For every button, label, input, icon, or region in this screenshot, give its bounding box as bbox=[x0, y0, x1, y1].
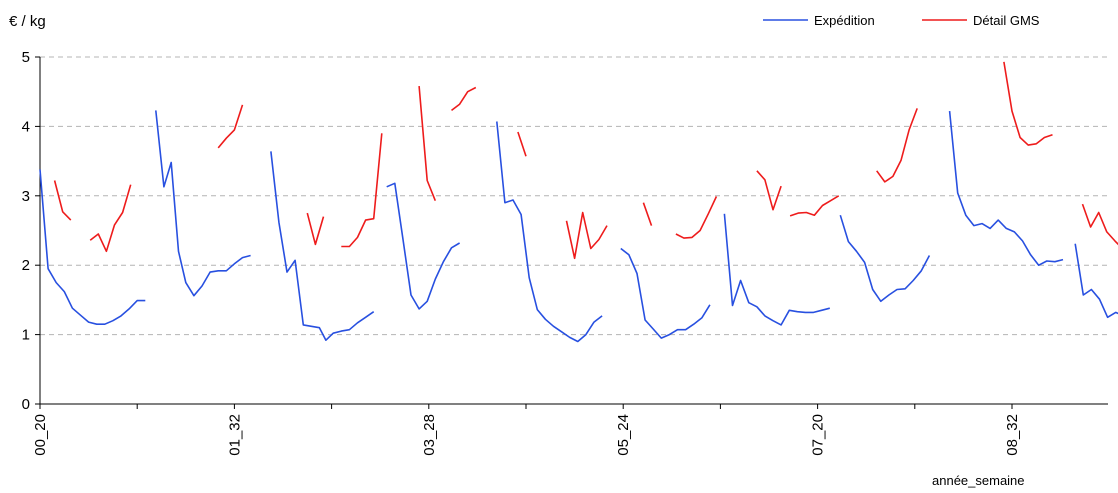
detail-gms-line-segment-11 bbox=[756, 170, 782, 211]
x-tick-label-08_32: 08_32 bbox=[1004, 414, 1021, 456]
detail-gms-line-segment-15 bbox=[1081, 203, 1118, 246]
detail-gms-line-segment-2 bbox=[217, 104, 244, 149]
y-tick-label-1: 1 bbox=[22, 327, 30, 344]
detail-gms-line-segment-4 bbox=[341, 133, 383, 248]
detail-gms-line-segment-1 bbox=[89, 184, 132, 253]
detail-gms-line-segment-14 bbox=[1003, 61, 1053, 146]
x-tick-label-07_20: 07_20 bbox=[810, 414, 827, 456]
expedition-line-segment-4 bbox=[496, 121, 603, 343]
expedition-line-segment-0 bbox=[39, 169, 146, 326]
expedition-line-segment-8 bbox=[948, 111, 1064, 267]
detail-gms-line-segment-6 bbox=[451, 86, 477, 112]
y-tick-label-0: 0 bbox=[22, 396, 30, 413]
detail-gms-line-segment-7 bbox=[517, 131, 527, 157]
expedition-line-segment-2 bbox=[270, 151, 375, 342]
y-tick-label-2: 2 bbox=[22, 257, 30, 274]
detail-gms-line-segment-8 bbox=[565, 211, 608, 260]
detail-gms-line-segment-10 bbox=[675, 196, 718, 239]
expedition-line-segment-5 bbox=[620, 247, 711, 339]
legend-label-expedition: Expédition bbox=[814, 13, 875, 28]
detail-gms-line-segment-12 bbox=[789, 195, 840, 217]
y-axis: 0 1 2 3 4 5 bbox=[22, 49, 41, 413]
detail-gms-line-segment-3 bbox=[306, 212, 325, 246]
expedition-line-segment-7 bbox=[839, 214, 931, 303]
x-axis-label: année_semaine bbox=[932, 473, 1025, 488]
legend: Expédition Détail GMS bbox=[763, 13, 1040, 28]
y-tick-label-4: 4 bbox=[22, 118, 30, 135]
expedition-line-segment-1 bbox=[155, 110, 251, 297]
x-tick-label-00_20: 00_20 bbox=[32, 414, 49, 456]
x-axis: 00_20 01_32 03_28 05_24 07_20 08_32 bbox=[32, 403, 1108, 456]
x-tick-label-05_24: 05_24 bbox=[615, 414, 632, 456]
y-tick-label-3: 3 bbox=[22, 188, 30, 205]
y-axis-unit-label: € / kg bbox=[9, 13, 46, 30]
series-lines bbox=[39, 61, 1118, 343]
detail-gms-line-segment-13 bbox=[876, 108, 918, 183]
gridlines bbox=[40, 56, 1108, 336]
detail-gms-line-segment-0 bbox=[53, 180, 72, 221]
legend-label-detail-gms: Détail GMS bbox=[973, 13, 1040, 28]
y-tick-label-5: 5 bbox=[22, 49, 30, 66]
detail-gms-line-segment-9 bbox=[642, 202, 653, 226]
detail-gms-line-segment-5 bbox=[418, 86, 437, 201]
x-tick-label-03_28: 03_28 bbox=[421, 414, 438, 456]
x-tick-label-01_32: 01_32 bbox=[226, 414, 243, 456]
expedition-line-segment-9 bbox=[1074, 243, 1118, 319]
expedition-line-segment-3 bbox=[386, 182, 461, 310]
expedition-line-segment-6 bbox=[723, 213, 830, 326]
